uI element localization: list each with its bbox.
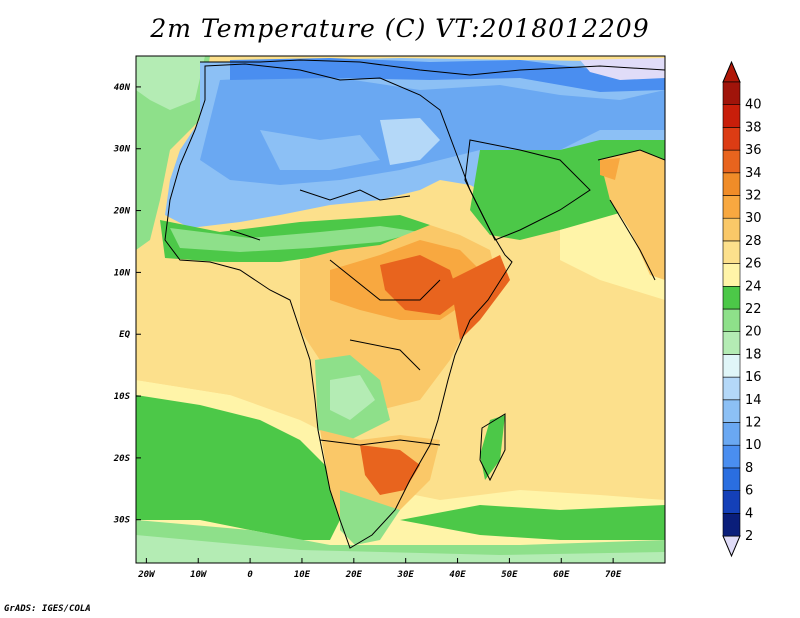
map-frame bbox=[135, 55, 666, 564]
europe-coast bbox=[200, 59, 665, 76]
mediterranean-cold bbox=[230, 58, 665, 92]
colorbar-level-label: 8 bbox=[745, 461, 753, 476]
asia-very-cold bbox=[580, 58, 665, 80]
africa-outline bbox=[164, 63, 513, 549]
sahel-light bbox=[170, 226, 420, 252]
atlantic-tropics bbox=[136, 250, 300, 395]
lon-tick-label: 0 bbox=[247, 570, 253, 580]
colorbar-swatch bbox=[722, 399, 741, 423]
colorbar-level-label: 28 bbox=[745, 234, 762, 249]
colorbar-over-triangle bbox=[722, 60, 741, 83]
colorbar-level-label: 40 bbox=[745, 98, 762, 113]
lat-tick-label: 40N bbox=[114, 83, 131, 93]
lat-tick-label: 10N bbox=[114, 268, 131, 278]
colorbar-level-label: 30 bbox=[745, 211, 762, 226]
madagascar bbox=[480, 415, 505, 480]
colorbar-swatch bbox=[722, 81, 741, 106]
colorbar-level-label: 38 bbox=[745, 120, 762, 135]
temperature-field bbox=[136, 56, 665, 563]
lat-tick-label: 20N bbox=[113, 207, 131, 217]
colorbar-level-label: 34 bbox=[745, 166, 762, 181]
colorbar-level-label: 22 bbox=[745, 302, 762, 317]
kalahari-hot bbox=[360, 445, 420, 495]
colorbar-level-label: 6 bbox=[745, 484, 753, 499]
colorbar-swatch bbox=[722, 172, 741, 196]
colorbar-swatch bbox=[722, 149, 741, 174]
lon-tick-label: 60E bbox=[553, 570, 570, 580]
colorbar-level-label: 12 bbox=[745, 416, 762, 431]
south-indian-green bbox=[400, 505, 665, 540]
lon-tick-label: 30E bbox=[397, 570, 415, 580]
lon-tick-label: 10W bbox=[190, 570, 208, 580]
india-warm bbox=[600, 150, 665, 280]
colorbar-swatch bbox=[722, 490, 741, 514]
horn-hottest bbox=[450, 255, 510, 340]
coastlines bbox=[164, 59, 665, 549]
colorbar-swatch bbox=[722, 444, 741, 469]
colorbar-swatch bbox=[722, 285, 741, 310]
south-cold-band bbox=[136, 535, 665, 563]
north-atlantic-green bbox=[136, 56, 210, 250]
lon-tick-label: 70E bbox=[605, 570, 622, 580]
country-borders bbox=[229, 189, 441, 446]
colorbar-swatch bbox=[722, 354, 741, 378]
india-hot bbox=[600, 158, 620, 180]
map-title: 2m Temperature (C) VT:2018012209 bbox=[150, 14, 650, 43]
colorbar-level-label: 18 bbox=[745, 347, 762, 362]
arabia-outline bbox=[464, 139, 591, 241]
colorbar-swatch bbox=[722, 512, 741, 537]
lon-tick-label: 20W bbox=[137, 570, 156, 580]
lon-tick-label: 10E bbox=[294, 570, 311, 580]
lat-tick-label: 20S bbox=[113, 454, 131, 464]
colorbar-level-label: 26 bbox=[745, 257, 762, 272]
madagascar-outline bbox=[479, 413, 506, 482]
colorbar-level-label: 2 bbox=[745, 529, 753, 544]
lat-tick-label: 30N bbox=[113, 145, 131, 155]
colorbar-swatch bbox=[722, 376, 741, 401]
sahara-interior bbox=[260, 130, 380, 170]
south-africa-green bbox=[340, 490, 400, 545]
colorbar-swatch bbox=[722, 308, 741, 333]
colorbar-under-triangle bbox=[722, 535, 741, 558]
north-atlantic-cool bbox=[136, 56, 205, 110]
colorbar-swatch bbox=[722, 195, 741, 219]
lat-tick-label: EQ bbox=[119, 330, 130, 340]
colorbar-level-label: 20 bbox=[745, 325, 762, 340]
south-atlantic-green bbox=[136, 395, 340, 540]
lat-tick-label: 10S bbox=[114, 392, 131, 402]
colorbar-level-label: 14 bbox=[745, 393, 762, 408]
lat-tick-label: 30S bbox=[113, 516, 131, 526]
lon-tick-label: 50E bbox=[501, 570, 518, 580]
lon-tick-label: 20E bbox=[345, 570, 363, 580]
egypt-light bbox=[380, 118, 440, 165]
colorbar-swatch bbox=[722, 422, 741, 446]
colorbar-level-label: 4 bbox=[745, 506, 753, 521]
colorbar-swatch bbox=[722, 467, 741, 491]
colorbar-level-label: 10 bbox=[745, 438, 762, 453]
congo-cool bbox=[330, 375, 375, 420]
credit-text: GrADS: IGES/COLA bbox=[4, 604, 91, 614]
colorbar-level-label: 16 bbox=[745, 370, 762, 385]
colorbar-swatch bbox=[722, 263, 741, 287]
colorbar-level-label: 36 bbox=[745, 143, 762, 158]
india-outline bbox=[597, 149, 665, 281]
lon-tick-label: 40E bbox=[449, 570, 466, 580]
colorbar-swatch bbox=[722, 240, 741, 264]
colorbar-level-label: 32 bbox=[745, 189, 762, 204]
colorbar-level-label: 24 bbox=[745, 279, 762, 294]
colorbar-swatch bbox=[722, 104, 741, 128]
colorbar-swatch bbox=[722, 331, 741, 355]
axis-ticks: 20W 10W 0 10E 20E 30E 40E 50E 60E 70E 40N 30N 20N 10N… bbox=[113, 83, 622, 580]
colorbar-swatch bbox=[722, 217, 741, 242]
colorbar-swatch bbox=[722, 127, 741, 151]
